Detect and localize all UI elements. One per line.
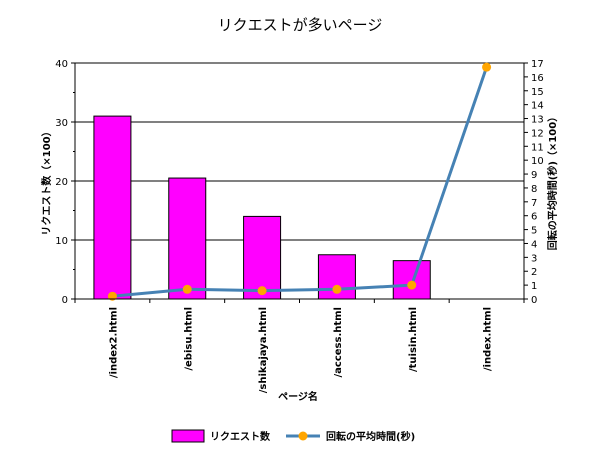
y-tick-label: 30 — [55, 118, 68, 129]
bar — [93, 115, 132, 300]
y2-tick-label: 6 — [531, 212, 537, 223]
y2-tick-label: 9 — [531, 170, 537, 181]
y-tick-label: 0 — [62, 295, 68, 306]
legend-label: リクエスト数 — [210, 430, 271, 443]
legend: リクエスト数 回転の平均時間(秒) — [171, 429, 415, 443]
y2-tick-label: 17 — [531, 59, 544, 70]
y2-tick-label: 13 — [531, 115, 544, 126]
y-tick-label: 20 — [55, 177, 68, 188]
bar — [243, 215, 282, 300]
x-tick-label: /ebisu.html — [183, 307, 194, 371]
line-series — [107, 62, 492, 301]
y2-tick-label: 5 — [531, 226, 537, 237]
y2-tick-label: 7 — [531, 198, 537, 209]
bar-series — [93, 115, 431, 300]
y2-tick-label: 1 — [531, 281, 537, 292]
line-point — [482, 62, 492, 72]
y2-tick-label: 2 — [531, 267, 537, 278]
legend-swatch-bar — [171, 429, 205, 443]
y2-tick-label: 16 — [531, 73, 544, 84]
line-path — [112, 66, 489, 298]
x-tick-label: /index.html — [483, 307, 494, 371]
y2-tick-label: 8 — [531, 184, 537, 195]
bar — [168, 177, 207, 300]
bar — [392, 260, 431, 300]
legend-label: 回転の平均時間(秒) — [326, 430, 415, 443]
y-tick-label: 10 — [55, 236, 68, 247]
line-point — [407, 280, 417, 290]
line-point — [182, 284, 192, 294]
legend-swatch-marker — [298, 431, 308, 441]
y2-tick-label: 4 — [531, 239, 537, 250]
y2-tick-label: 10 — [531, 156, 544, 167]
chart-title: リクエストが多いページ — [218, 16, 383, 34]
line-point — [332, 284, 342, 294]
y2-tick-label: 14 — [531, 101, 544, 112]
x-axis-ticks: /index2.html/ebisu.html/shikajaya.html/a… — [74, 299, 525, 393]
x-tick-label: /index2.html — [108, 307, 119, 378]
y2-tick-label: 3 — [531, 253, 537, 264]
line-point — [257, 286, 267, 296]
line-point — [107, 291, 117, 301]
x-tick-label: /shikajaya.html — [258, 307, 269, 393]
gridlines — [75, 62, 524, 241]
y-axis-ticks: 0 10 20 30 40 — [55, 59, 75, 306]
y2-tick-label: 15 — [531, 87, 544, 98]
x-tick-label: /tuisin.html — [408, 307, 419, 372]
y2-axis-label: 回転の平均時間(秒)（×100） — [546, 112, 559, 250]
y2-tick-label: 11 — [531, 142, 544, 153]
y2-tick-label: 12 — [531, 128, 544, 139]
y-tick-label: 40 — [55, 59, 68, 70]
y-axis-label: リクエスト数（×100） — [40, 126, 53, 235]
x-axis-label: ページ名 — [278, 390, 318, 403]
y2-tick-label: 0 — [531, 295, 537, 306]
x-tick-label: /access.html — [333, 307, 344, 378]
